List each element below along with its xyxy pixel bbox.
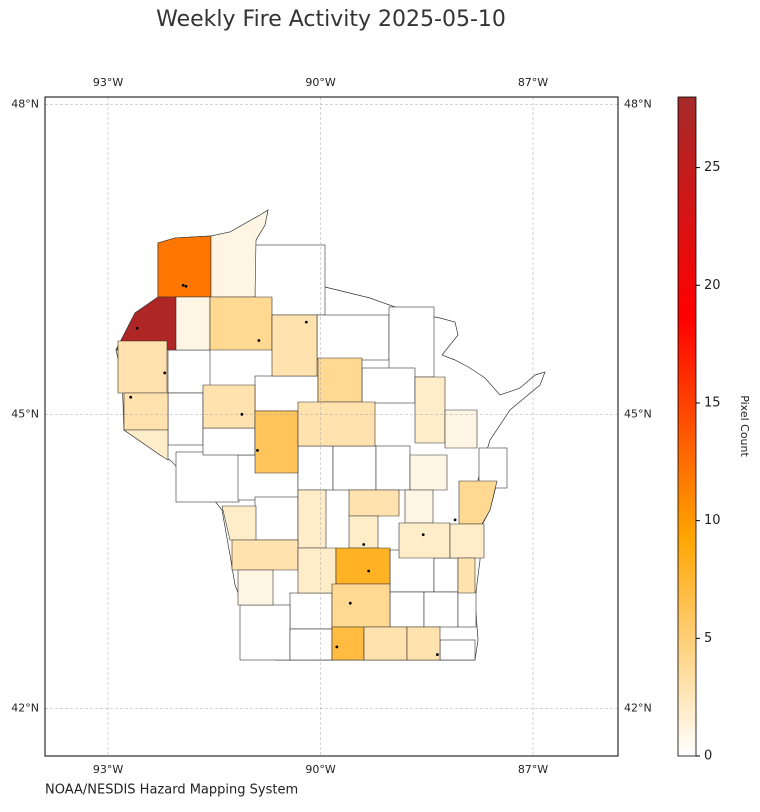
county	[231, 539, 299, 571]
county	[444, 409, 478, 449]
county	[363, 626, 408, 661]
county-outline	[389, 591, 425, 628]
y-tick-label-right: 45°N	[624, 407, 652, 420]
fire-point	[129, 395, 133, 399]
fire-point	[181, 283, 185, 287]
county	[175, 296, 211, 351]
fire-point	[348, 601, 352, 605]
county	[237, 569, 274, 606]
fire-point	[335, 645, 339, 649]
x-tick-label-top: 87°W	[518, 76, 548, 89]
fire-point	[362, 543, 366, 546]
fire-point	[453, 518, 457, 522]
county-outline	[423, 591, 459, 628]
county	[297, 401, 376, 447]
colorbar-tick-label: 5	[704, 631, 712, 646]
county	[406, 626, 441, 661]
fire-point	[257, 339, 261, 342]
fire-point	[421, 533, 425, 537]
colorbar	[677, 96, 697, 757]
fire-point	[367, 569, 371, 573]
fire-point	[184, 284, 188, 288]
fire-point	[163, 371, 167, 375]
fire-point	[304, 320, 308, 324]
colorbar-tick-label: 0	[704, 749, 712, 764]
map-area	[45, 97, 618, 756]
y-tick-label: 42°N	[11, 701, 39, 714]
fire-point	[256, 448, 259, 452]
county-outline	[361, 367, 416, 404]
x-tick-label: 87°W	[518, 763, 548, 776]
county-outline	[239, 604, 291, 661]
county	[297, 547, 337, 594]
county-outline	[433, 557, 459, 593]
y-tick-label-right: 48°N	[624, 97, 652, 110]
county	[335, 547, 391, 585]
county	[409, 454, 448, 491]
chart-title: Weekly Fire Activity 2025-05-10	[156, 7, 506, 32]
colorbar-tick-label: 25	[704, 160, 721, 175]
county	[202, 384, 256, 429]
x-tick-label: 90°W	[305, 763, 335, 776]
county	[254, 410, 299, 474]
x-tick-label: 93°W	[93, 763, 123, 776]
county-outline	[167, 392, 204, 446]
county-outline	[316, 314, 390, 361]
colorbar-tick-label: 15	[704, 395, 721, 410]
county	[331, 583, 391, 628]
county	[123, 429, 169, 461]
county	[348, 489, 400, 517]
county-outline	[457, 591, 477, 628]
county	[117, 340, 168, 394]
county-outline	[289, 628, 333, 661]
county-outline	[202, 427, 256, 456]
map-frame	[44, 96, 619, 757]
y-tick-label-right: 42°N	[624, 701, 652, 714]
county	[297, 489, 327, 549]
y-tick-label: 48°N	[11, 97, 39, 110]
county-outline	[297, 445, 334, 491]
county-outline	[254, 496, 299, 541]
county-outline	[388, 306, 435, 378]
colorbar-label: Pixel Count	[738, 395, 751, 457]
county	[404, 489, 434, 524]
fire-point	[135, 326, 139, 330]
fire-point	[435, 653, 439, 656]
county	[449, 523, 485, 559]
county-outline	[375, 445, 411, 491]
county	[157, 235, 212, 298]
county	[209, 296, 273, 351]
county	[271, 314, 318, 377]
county-outline	[439, 639, 476, 661]
county	[414, 376, 446, 444]
county-outline	[175, 451, 240, 503]
county	[457, 557, 476, 594]
county	[331, 626, 365, 661]
x-tick-label-top: 93°W	[93, 76, 123, 89]
county	[458, 480, 498, 525]
county	[317, 357, 363, 403]
county	[398, 522, 451, 559]
source-note: NOAA/NESDIS Hazard Mapping System	[45, 783, 298, 798]
fire-point	[240, 412, 244, 416]
x-tick-label-top: 90°W	[305, 76, 335, 89]
colorbar-tick-label: 20	[704, 278, 721, 293]
colorbar-tick-label: 10	[704, 513, 721, 528]
county-outline	[289, 592, 333, 630]
county-outline	[332, 445, 377, 491]
y-tick-label: 45°N	[11, 407, 39, 420]
